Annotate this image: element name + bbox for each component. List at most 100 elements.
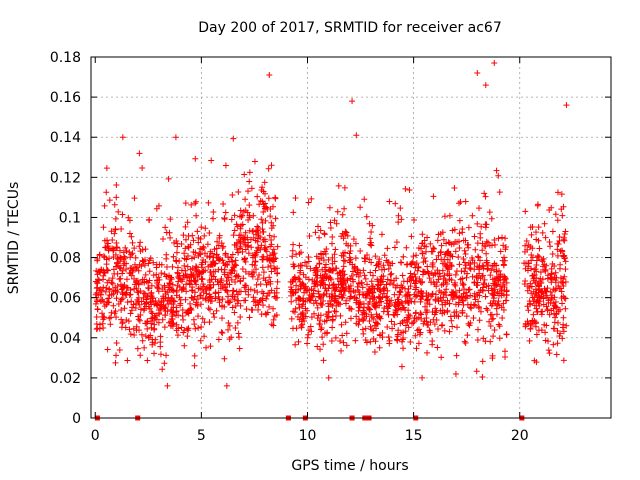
data-point — [531, 266, 538, 273]
data-point — [488, 215, 495, 222]
data-point — [321, 271, 328, 278]
data-point — [129, 250, 136, 257]
data-point — [423, 314, 430, 321]
data-point — [314, 304, 321, 311]
data-point — [228, 254, 235, 261]
data-point — [260, 253, 267, 260]
data-point — [136, 327, 143, 334]
data-point — [117, 281, 124, 288]
data-point — [153, 261, 160, 268]
data-point — [491, 286, 498, 293]
y-tick-label: 0.14 — [50, 130, 81, 146]
data-point — [260, 302, 267, 309]
data-point — [113, 352, 120, 359]
data-point — [299, 280, 306, 287]
data-point — [476, 317, 483, 324]
data-point — [131, 195, 138, 202]
data-point — [464, 241, 471, 248]
data-point — [488, 267, 495, 274]
data-point — [318, 302, 325, 309]
data-point — [525, 260, 532, 267]
data-point — [455, 301, 462, 308]
data-point — [551, 325, 558, 332]
data-point — [448, 277, 455, 284]
data-point — [192, 200, 199, 207]
data-point — [329, 240, 336, 247]
data-point — [178, 241, 185, 248]
data-point — [346, 285, 353, 292]
data-point — [487, 272, 494, 279]
data-point — [453, 324, 460, 331]
data-point — [172, 257, 179, 264]
data-point — [227, 298, 234, 305]
data-point — [111, 201, 118, 208]
data-point — [439, 321, 446, 328]
data-point — [370, 272, 377, 279]
data-point — [305, 254, 312, 261]
data-point — [242, 255, 249, 262]
data-point — [379, 334, 386, 341]
data-point — [266, 274, 273, 281]
data-point — [428, 279, 435, 286]
data-point — [491, 327, 498, 334]
data-point — [365, 290, 372, 297]
data-point — [340, 257, 347, 264]
data-point — [118, 226, 125, 233]
data-point — [470, 301, 477, 308]
data-point — [103, 165, 110, 172]
data-point — [243, 282, 250, 289]
data-point — [354, 283, 361, 290]
data-point — [267, 278, 274, 285]
data-point — [103, 261, 110, 268]
data-point — [380, 308, 387, 315]
data-point — [561, 237, 568, 244]
data-point — [488, 285, 495, 292]
data-point — [316, 234, 323, 241]
data-point — [375, 260, 382, 267]
data-point — [479, 374, 486, 381]
data-point — [194, 296, 201, 303]
data-point — [527, 325, 534, 332]
data-point — [540, 290, 547, 297]
data-point — [183, 236, 190, 243]
data-point — [413, 252, 420, 259]
data-point — [288, 292, 295, 299]
data-point — [411, 291, 418, 298]
data-point — [117, 275, 124, 282]
data-point — [366, 220, 373, 227]
data-point — [230, 287, 237, 294]
data-point — [503, 331, 510, 338]
data-point — [229, 304, 236, 311]
data-point — [215, 281, 222, 288]
data-point — [499, 234, 506, 241]
data-point — [185, 244, 192, 251]
data-point — [397, 205, 404, 212]
data-point — [537, 275, 544, 282]
data-point — [415, 340, 422, 347]
data-point — [135, 313, 142, 320]
data-point — [468, 305, 475, 312]
data-point — [423, 307, 430, 314]
data-point — [214, 238, 221, 245]
data-point — [343, 240, 350, 247]
data-point — [311, 310, 318, 317]
data-point — [292, 195, 299, 202]
data-point — [259, 264, 266, 271]
data-point — [434, 344, 441, 351]
x-tick-label: 10 — [299, 428, 317, 444]
data-point — [359, 284, 366, 291]
data-point — [419, 250, 426, 257]
data-point — [229, 266, 236, 273]
data-point — [413, 345, 420, 352]
data-point — [471, 290, 478, 297]
data-point — [468, 255, 475, 262]
data-point — [392, 200, 399, 207]
data-point — [148, 320, 155, 327]
data-point — [316, 260, 323, 267]
data-point — [496, 189, 503, 196]
data-point — [191, 352, 198, 359]
data-point — [147, 255, 154, 262]
data-point — [456, 261, 463, 268]
data-point — [220, 243, 227, 250]
data-point — [341, 287, 348, 294]
